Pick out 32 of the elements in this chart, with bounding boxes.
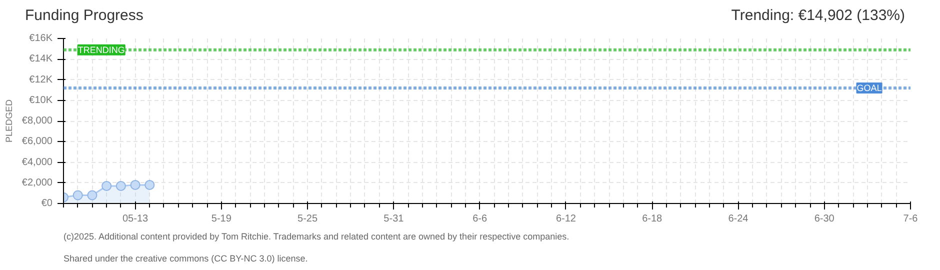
point [144,180,155,190]
ref-line-label: TRENDING [78,44,125,55]
x-tick-label: 6-24 [728,214,749,224]
y-tick-label: €16K [29,33,53,44]
x-tick-label: 6-12 [556,214,576,224]
x-tick-label: 6-30 [814,214,835,224]
text: Shared under the creative commons (CC BY-NC 3.0) license. [64,254,308,264]
y-tick-label: €14K [29,54,53,65]
chart-title: Funding Progress [25,6,144,26]
x-tick-label: 7-6 [903,214,918,224]
ref-line-label: GOAL [856,83,882,93]
y-tick-label: €8,000 [22,116,53,126]
y-tick-label: €4,000 [22,156,53,168]
x-tick-label: 5-19 [211,214,232,224]
point [72,190,83,200]
y-tick-label: €12K [29,74,53,86]
y-tick-label: €0 [41,198,53,209]
y-axis-title: PLEDGED [4,98,14,143]
x-tick-label: 05-13 [122,214,149,224]
point [87,190,98,200]
x-tick-label: 6-6 [472,214,488,224]
point [102,180,112,191]
x-tick-label: 6-18 [642,214,663,224]
x-tick-label: 5-25 [298,214,318,224]
x-tick-label: 5-31 [384,214,404,224]
text: (c)2025. Additional content provided by Tom Ritchie. Trademarks and related content are owned by their respective companies. [64,232,570,242]
point [130,180,140,190]
point [116,180,126,191]
chart-subtitle: Trending: €14,902 (133%) [731,6,905,26]
y-tick-label: €6,000 [22,136,53,148]
y-tick-label: €10K [29,94,53,106]
y-tick-label: €2,000 [22,177,53,188]
